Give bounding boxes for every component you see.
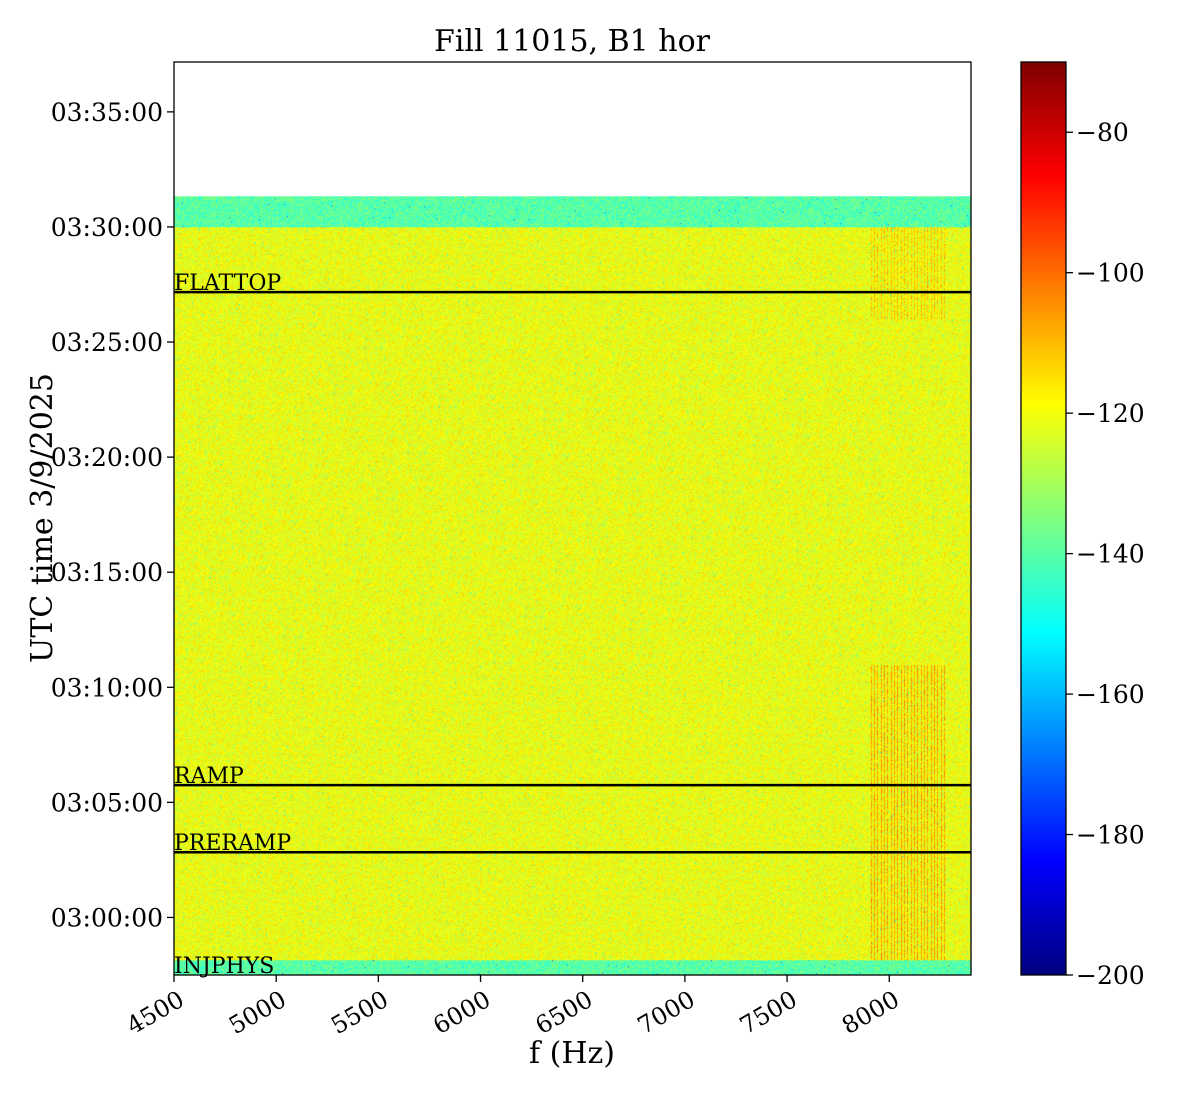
x-axis: 4500 5000 5500 6000 6500 7000 7500 8000 <box>122 975 904 1040</box>
colorbar-tick-label: −200 <box>1076 961 1145 990</box>
x-axis-label: f (Hz) <box>529 1036 615 1071</box>
y-tick-label: 03:15:00 <box>51 558 163 587</box>
heatmap-raster <box>174 196 971 975</box>
y-tick-label: 03:20:00 <box>51 443 163 472</box>
x-tick-label: 4500 <box>122 985 189 1040</box>
x-tick-label: 6500 <box>531 985 598 1040</box>
y-tick-label: 03:05:00 <box>51 788 163 817</box>
colorbar-tick-label: −180 <box>1076 821 1145 850</box>
y-tick-label: 03:00:00 <box>51 903 163 932</box>
x-tick-label: 7000 <box>633 985 700 1040</box>
colorbar-tick-label: −120 <box>1076 399 1145 428</box>
colorbar-tick-label: −80 <box>1076 118 1129 147</box>
chart-title: Fill 11015, B1 hor <box>434 24 711 59</box>
marker-label-ramp: RAMP <box>174 764 244 789</box>
colorbar-axis: −80 −100 −120 −140 −160 −180 −200 <box>1066 118 1145 990</box>
colorbar <box>1020 61 1067 976</box>
y-axis: 03:00:00 03:05:00 03:10:00 03:15:00 03:20:00… <box>51 98 174 932</box>
x-tick-label: 5500 <box>326 985 393 1040</box>
y-tick-label: 03:35:00 <box>51 98 163 127</box>
x-tick-label: 7500 <box>735 985 802 1040</box>
spectrogram-heatmap <box>174 196 971 975</box>
colorbar-tick-label: −140 <box>1076 540 1145 569</box>
y-axis-label: UTC time 3/9/2025 <box>25 373 60 663</box>
marker-label-preramp: PRERAMP <box>174 831 291 856</box>
colorbar-tick-label: −100 <box>1076 259 1145 288</box>
x-tick-label: 5000 <box>224 985 291 1040</box>
plot-frame <box>173 61 972 976</box>
x-tick-label: 8000 <box>837 985 904 1040</box>
y-tick-label: 03:30:00 <box>51 213 163 242</box>
y-tick-label: 03:10:00 <box>51 673 163 702</box>
x-tick-label: 6000 <box>428 985 495 1040</box>
marker-label-flattop: FLATTOP <box>174 271 281 296</box>
y-tick-label: 03:25:00 <box>51 328 163 357</box>
colorbar-tick-label: −160 <box>1076 680 1145 709</box>
